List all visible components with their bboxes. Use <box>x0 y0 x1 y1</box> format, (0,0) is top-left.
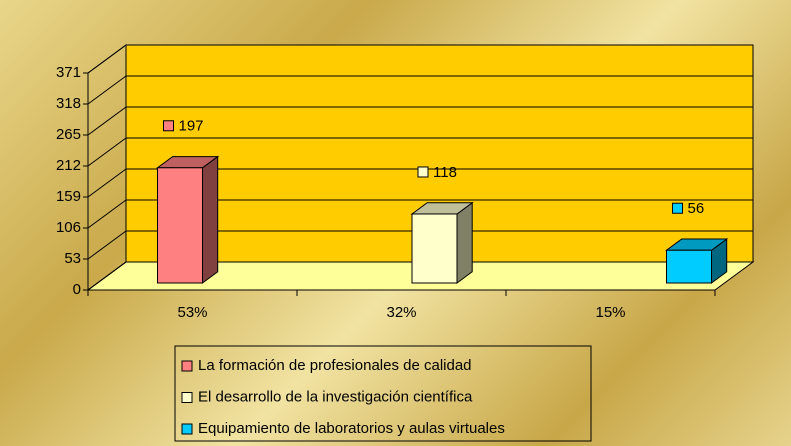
grid-line <box>87 44 127 74</box>
grid-line <box>87 230 127 260</box>
bar <box>157 167 203 284</box>
y-tick-label: 159 <box>56 188 81 205</box>
grid-line <box>87 106 127 136</box>
grid-line <box>87 75 127 105</box>
y-tick-label: 318 <box>56 95 81 112</box>
legend-key <box>181 423 193 435</box>
bar-side <box>456 201 473 284</box>
y-tick-label: 106 <box>56 219 81 236</box>
y-tick-label: 265 <box>56 126 81 143</box>
data-label-key <box>417 166 429 178</box>
y-tick-label: 212 <box>56 157 81 174</box>
legend-box <box>174 345 592 442</box>
bar-side <box>202 155 219 284</box>
data-label: 56 <box>688 200 705 217</box>
grid-line <box>87 137 127 167</box>
data-label: 197 <box>179 118 204 135</box>
data-label-key <box>672 202 683 214</box>
bar <box>411 213 458 284</box>
y-tick-label: 0 <box>73 281 81 298</box>
bar <box>666 249 712 284</box>
y-tick-label: 371 <box>56 64 81 81</box>
x-tick-label: 32% <box>386 304 416 321</box>
x-tick-label: 53% <box>177 304 207 321</box>
grid-line <box>87 168 127 198</box>
legend-label: La formación de profesionales de calidad <box>198 357 472 374</box>
y-tick-label: 53 <box>64 250 81 267</box>
legend-key <box>181 392 193 403</box>
data-label: 118 <box>433 164 457 181</box>
grid-line <box>87 261 127 291</box>
legend-label: El desarrollo de la investigación cientí… <box>198 388 473 405</box>
x-tick-label: 15% <box>595 304 625 321</box>
grid-line <box>87 199 127 229</box>
legend-key <box>181 360 193 372</box>
side-wall <box>87 44 127 291</box>
data-label-key <box>163 120 174 132</box>
legend-label: Equipamiento de laboratorios y aulas vir… <box>198 420 505 437</box>
